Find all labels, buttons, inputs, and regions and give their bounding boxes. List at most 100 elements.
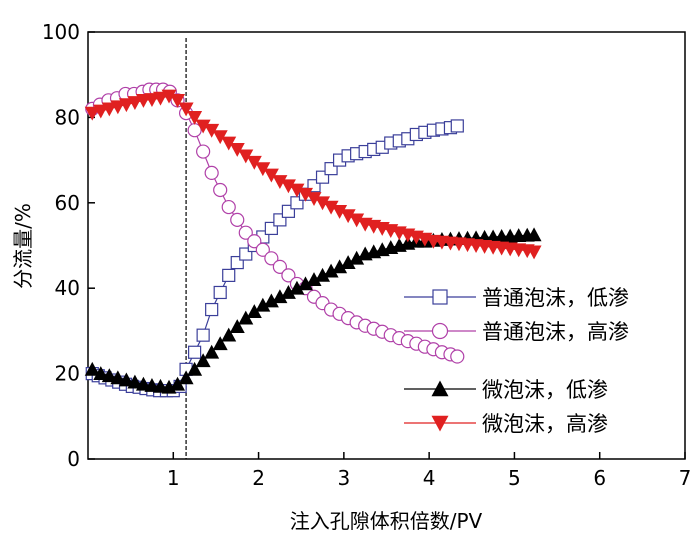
data-point	[204, 123, 220, 138]
data-point	[195, 353, 211, 368]
data-point	[431, 322, 449, 340]
data-point	[152, 91, 168, 106]
series-line	[92, 95, 535, 253]
data-point	[323, 200, 339, 215]
data-point	[431, 415, 449, 432]
x-tick-label: 4	[423, 466, 436, 490]
data-point	[450, 349, 465, 364]
legend-label: 普通泡沫，高渗	[482, 320, 629, 344]
y-tick-label: 60	[55, 191, 80, 215]
data-point	[213, 182, 228, 198]
data-point	[110, 370, 126, 385]
data-point	[315, 267, 331, 282]
data-point	[187, 361, 203, 376]
data-point	[255, 242, 270, 257]
data-point	[178, 370, 194, 385]
data-point	[110, 100, 126, 115]
data-point	[205, 302, 219, 317]
x-tick-label: 1	[167, 466, 180, 490]
legend-label: 普通泡沫，低渗	[482, 286, 629, 310]
data-point	[263, 293, 279, 308]
data-point	[188, 345, 202, 359]
data-point	[247, 234, 262, 249]
x-tick-label: 2	[252, 466, 265, 490]
data-point	[196, 328, 210, 342]
x-tick-label: 7	[679, 466, 692, 490]
x-tick-label: 5	[508, 466, 521, 490]
data-point	[255, 162, 271, 177]
data-point	[84, 106, 100, 121]
data-point	[204, 165, 219, 181]
y-tick-label: 20	[55, 362, 80, 386]
data-point	[280, 284, 296, 299]
data-point	[118, 372, 134, 387]
legend-item-3: 微泡沫，低渗	[404, 378, 608, 402]
legend-item-4: 微泡沫，高渗	[404, 412, 608, 436]
data-point	[246, 155, 262, 170]
data-point	[332, 259, 348, 274]
data-point	[349, 213, 365, 228]
plot-area	[87, 31, 686, 460]
data-point	[222, 268, 236, 282]
data-point	[281, 268, 296, 283]
data-point	[526, 227, 542, 242]
data-point	[272, 289, 288, 304]
data-point	[306, 272, 322, 287]
data-point	[289, 280, 305, 295]
data-point	[187, 111, 203, 125]
data-point	[101, 102, 117, 117]
data-point	[170, 93, 186, 108]
data-point	[221, 327, 237, 342]
data-point	[93, 104, 109, 119]
data-point	[263, 168, 279, 183]
data-point	[101, 368, 117, 383]
data-point	[93, 366, 109, 380]
data-point	[127, 96, 143, 110]
data-point	[229, 319, 245, 334]
data-point	[212, 130, 228, 145]
data-point	[118, 98, 134, 113]
series-line	[92, 234, 535, 388]
data-point	[196, 144, 211, 159]
data-point	[297, 187, 313, 202]
data-point	[204, 344, 220, 359]
data-point	[272, 175, 288, 189]
data-point	[238, 225, 253, 240]
x-tick-label: 6	[593, 466, 606, 490]
data-point	[340, 209, 356, 224]
legend-item-1: 普通泡沫，低渗	[404, 286, 629, 310]
data-point	[195, 119, 211, 134]
data-point	[431, 380, 449, 397]
data-point	[178, 102, 194, 117]
series-4	[84, 89, 542, 260]
data-point	[315, 196, 331, 211]
y-axis-ticks: 0 20 40 60 80 100	[42, 20, 95, 471]
x-axis-label: 注入孔隙体积倍数/PV	[290, 509, 483, 533]
y-tick-label: 100	[42, 20, 80, 44]
data-point	[340, 255, 356, 269]
x-axis-ticks: 1 2 3 4 5 6 7	[167, 452, 691, 490]
data-point	[229, 143, 245, 157]
data-point	[306, 192, 322, 207]
data-point	[332, 204, 348, 219]
plot-frame	[87, 31, 686, 460]
legend-label: 微泡沫，高渗	[482, 412, 608, 436]
data-point	[84, 361, 100, 376]
data-point	[161, 89, 177, 104]
y-axis-label: 分流量/%	[11, 203, 35, 289]
series-layer	[84, 82, 542, 398]
data-point	[349, 250, 365, 265]
data-point	[246, 304, 262, 319]
y-tick-label: 0	[67, 447, 80, 471]
data-point	[221, 199, 236, 215]
data-point	[450, 119, 464, 133]
y-tick-label: 40	[55, 276, 80, 300]
legend-label: 微泡沫，低渗	[482, 378, 608, 402]
data-point	[213, 285, 227, 300]
data-point	[272, 259, 287, 274]
legend-item-2: 普通泡沫，高渗	[404, 320, 629, 344]
data-point	[289, 183, 305, 198]
data-point	[230, 212, 245, 227]
